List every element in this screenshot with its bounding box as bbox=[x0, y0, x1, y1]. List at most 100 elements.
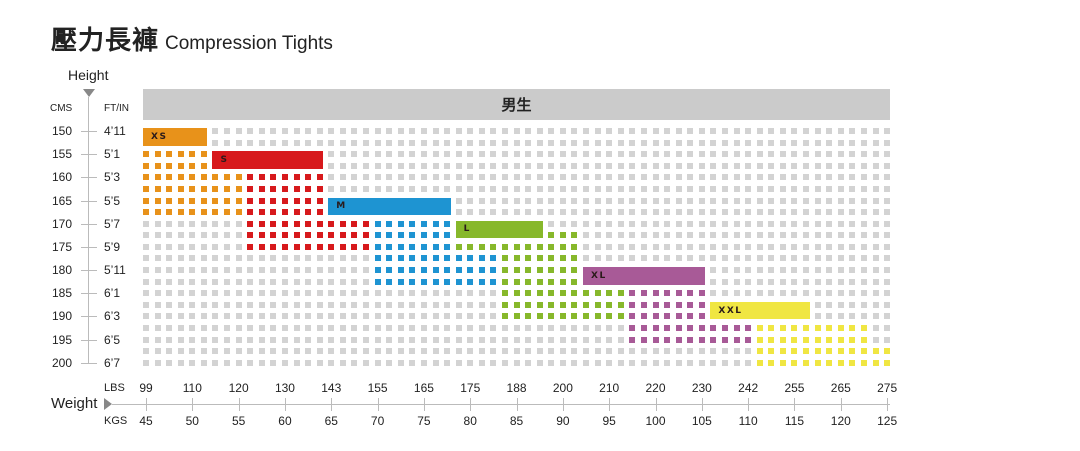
cell-empty bbox=[756, 185, 763, 192]
cell-s bbox=[281, 220, 288, 227]
cell-empty bbox=[860, 197, 867, 204]
cell-empty bbox=[849, 151, 856, 158]
cell-empty bbox=[803, 220, 810, 227]
cell-empty bbox=[363, 278, 370, 285]
cell-empty bbox=[316, 301, 323, 308]
cell-empty bbox=[722, 162, 728, 169]
cell-empty bbox=[629, 359, 636, 366]
cell-xxl bbox=[826, 324, 833, 331]
cell-empty bbox=[698, 359, 705, 366]
cell-s bbox=[305, 185, 312, 192]
cell-s bbox=[351, 232, 358, 239]
cell-xxl bbox=[791, 324, 798, 331]
cell-empty bbox=[212, 267, 219, 274]
cell-xs bbox=[143, 162, 149, 169]
cell-empty bbox=[224, 139, 231, 146]
cell-empty bbox=[779, 151, 786, 158]
cell-empty bbox=[803, 255, 810, 262]
cell-empty bbox=[154, 255, 161, 262]
cell-l bbox=[617, 313, 624, 320]
cell-empty bbox=[351, 267, 358, 274]
cell-empty bbox=[258, 128, 265, 134]
cell-xs bbox=[143, 174, 149, 181]
cell-empty bbox=[351, 162, 358, 169]
kgs-unit-label: KGS bbox=[104, 415, 128, 427]
cell-s bbox=[316, 220, 323, 227]
cell-empty bbox=[177, 313, 184, 320]
cell-l bbox=[571, 267, 578, 274]
x-tick bbox=[192, 398, 194, 411]
y-tick bbox=[81, 270, 97, 272]
cell-empty bbox=[177, 290, 184, 297]
cell-empty bbox=[745, 209, 752, 216]
cell-xl bbox=[629, 324, 636, 331]
cell-s bbox=[247, 209, 254, 216]
cell-empty bbox=[837, 128, 844, 134]
cell-empty bbox=[687, 151, 694, 158]
cell-empty bbox=[339, 336, 346, 343]
cell-empty bbox=[154, 313, 161, 320]
cell-empty bbox=[617, 174, 624, 181]
cell-empty bbox=[212, 255, 219, 262]
cell-empty bbox=[733, 243, 740, 250]
cell-empty bbox=[583, 174, 590, 181]
cell-empty bbox=[710, 232, 717, 239]
cell-empty bbox=[652, 162, 659, 169]
cell-empty bbox=[455, 197, 462, 204]
cell-empty bbox=[571, 162, 578, 169]
cell-s bbox=[305, 174, 312, 181]
cell-empty bbox=[247, 324, 254, 331]
cell-empty bbox=[733, 232, 740, 239]
cell-empty bbox=[664, 209, 671, 216]
x-tick-label-lbs: 242 bbox=[738, 381, 759, 395]
cell-empty bbox=[826, 174, 833, 181]
cell-empty bbox=[281, 301, 288, 308]
cell-empty bbox=[143, 359, 149, 366]
cell-empty bbox=[212, 278, 219, 285]
cell-empty bbox=[872, 267, 879, 274]
cell-m bbox=[409, 278, 416, 285]
cell-empty bbox=[571, 324, 578, 331]
cell-empty bbox=[745, 151, 752, 158]
cell-empty bbox=[664, 185, 671, 192]
cell-empty bbox=[432, 301, 439, 308]
cell-empty bbox=[339, 139, 346, 146]
cell-empty bbox=[386, 336, 393, 343]
cell-empty bbox=[409, 313, 416, 320]
cell-empty bbox=[444, 139, 451, 146]
cell-empty bbox=[293, 139, 300, 146]
cell-empty bbox=[872, 220, 879, 227]
cell-empty bbox=[374, 313, 381, 320]
cell-empty bbox=[872, 290, 879, 297]
cell-m bbox=[467, 267, 474, 274]
cell-empty bbox=[258, 301, 265, 308]
cell-empty bbox=[791, 290, 798, 297]
cell-empty bbox=[235, 220, 242, 227]
cell-xs bbox=[235, 174, 242, 181]
cell-empty bbox=[606, 243, 613, 250]
cell-l bbox=[501, 278, 508, 285]
cell-empty bbox=[224, 128, 231, 134]
cell-empty bbox=[687, 162, 694, 169]
cell-empty bbox=[270, 348, 277, 355]
cell-empty bbox=[513, 197, 520, 204]
cell-empty bbox=[247, 301, 254, 308]
cell-empty bbox=[166, 359, 173, 366]
cell-empty bbox=[212, 243, 219, 250]
cell-xl bbox=[698, 290, 705, 297]
cell-empty bbox=[258, 348, 265, 355]
cell-empty bbox=[791, 209, 798, 216]
cell-empty bbox=[258, 313, 265, 320]
x-tick-label-kgs: 50 bbox=[185, 414, 199, 428]
cell-s bbox=[247, 174, 254, 181]
cell-s bbox=[305, 220, 312, 227]
cell-empty bbox=[409, 359, 416, 366]
cell-empty bbox=[467, 290, 474, 297]
cell-empty bbox=[143, 267, 149, 274]
cell-empty bbox=[826, 185, 833, 192]
cell-s bbox=[281, 174, 288, 181]
size-label: XL bbox=[591, 270, 607, 281]
cell-m bbox=[386, 243, 393, 250]
cell-empty bbox=[860, 151, 867, 158]
cell-xl bbox=[640, 324, 647, 331]
